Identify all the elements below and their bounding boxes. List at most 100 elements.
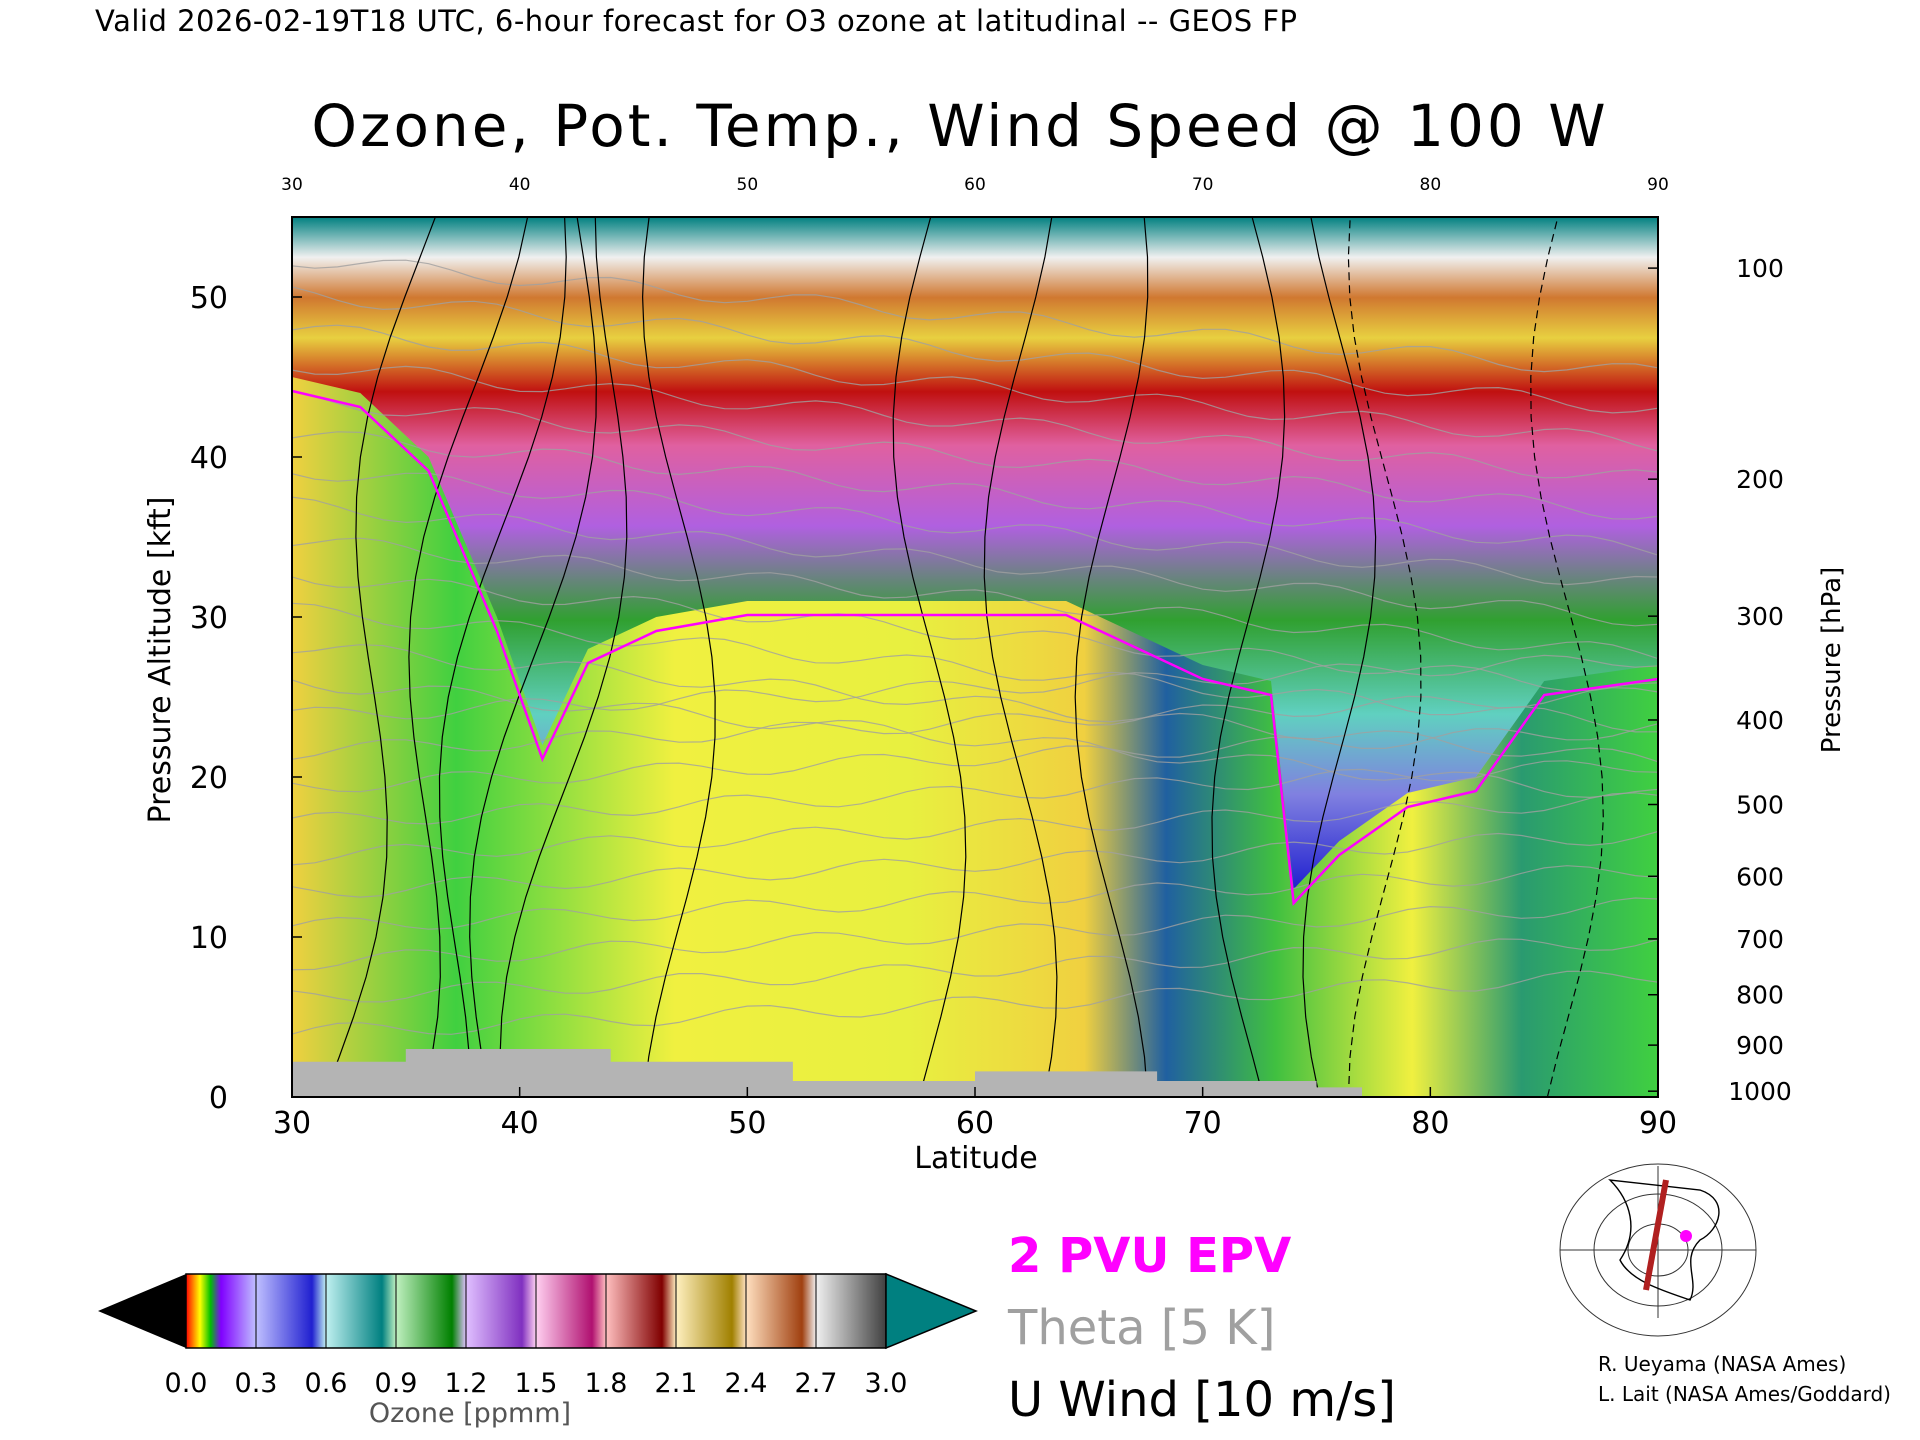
y-tick-label: 0 (209, 1081, 228, 1116)
locator-map (1559, 1163, 1757, 1337)
x-top-tick-label: 50 (737, 175, 759, 195)
theta-contour (292, 644, 1658, 763)
x-top-tick-label: 40 (509, 175, 531, 195)
theta-contour (292, 576, 1658, 692)
theta-contour (292, 760, 1658, 825)
plot-area (292, 217, 1658, 1097)
pressure-tick-label: 800 (1736, 981, 1784, 1010)
valid-time-header: Valid 2026-02-19T18 UTC, 6-hour forecast… (95, 4, 1298, 38)
theta-contour (292, 970, 1658, 1035)
colorbar-low-arrow (98, 1274, 186, 1348)
location-dot (1680, 1230, 1692, 1242)
colorbar-tick-label: 1.8 (585, 1368, 628, 1399)
x-top-tick-label: 90 (1647, 175, 1669, 195)
pressure-axis-label: Pressure [hPa] (1817, 567, 1847, 754)
theta-contour (292, 938, 1658, 1003)
theta-contour (292, 865, 1658, 930)
colorbar-tick-label: 1.5 (515, 1368, 558, 1399)
colorbar-tick-label: 0.9 (375, 1368, 418, 1399)
cross-section-line (1643, 1179, 1669, 1291)
x-axis-label: Latitude (914, 1141, 1037, 1176)
x-axis-top: 30 40 50 60 70 80 90 (281, 175, 1669, 195)
pressure-axis-right: 100 200 300 400 500 600 700 800 900 1000 (1648, 254, 1792, 1106)
pvu-2-line (292, 389, 1658, 906)
colorbar-high-arrow (885, 1272, 978, 1350)
u-wind-contour (1530, 217, 1604, 1097)
colorbar-tick-label: 0.6 (305, 1368, 348, 1399)
y-tick-label: 50 (190, 281, 228, 316)
theta-contour (292, 496, 1658, 627)
u-wind-contour (408, 217, 529, 1097)
pressure-tick-label: 700 (1736, 925, 1784, 954)
terrain (292, 1049, 1363, 1097)
u-wind-contour (641, 217, 716, 1097)
pressure-tick-label: 1000 (1728, 1077, 1792, 1106)
x-tick-label: 70 (1184, 1106, 1222, 1141)
x-tick-label: 90 (1639, 1106, 1677, 1141)
colorbar-tick-label: 1.2 (445, 1368, 488, 1399)
legend-pvu: 2 PVU EPV (1008, 1228, 1292, 1284)
theta-contour (292, 723, 1658, 793)
colorbar-label: Ozone [ppmm] (368, 1398, 572, 1429)
u-wind-contours (323, 217, 1604, 1097)
theta-contours (292, 259, 1658, 1035)
credit-line-1: R. Ueyama (NASA Ames) (1598, 1352, 1847, 1376)
x-top-tick-label: 30 (281, 175, 303, 195)
theta-contour (292, 537, 1658, 660)
x-top-tick-label: 60 (964, 175, 986, 195)
x-axis: 30 40 50 60 70 80 90 (273, 1087, 1677, 1141)
pressure-tick-label: 300 (1736, 602, 1784, 631)
colorbar-tick-label: 3.0 (865, 1368, 908, 1399)
u-wind-contour (1074, 217, 1149, 1097)
colorbar-tick-label: 2.4 (725, 1368, 768, 1399)
pressure-tick-label: 100 (1736, 254, 1784, 283)
x-top-tick-label: 70 (1192, 175, 1214, 195)
u-wind-contour (983, 217, 1058, 1097)
theta-contour (292, 679, 1658, 799)
u-wind-contour (499, 217, 628, 1097)
y-tick-label: 10 (190, 921, 228, 956)
colorbar-tick-label: 0.0 (165, 1368, 208, 1399)
y-tick-label: 20 (190, 761, 228, 796)
x-tick-label: 50 (728, 1106, 766, 1141)
u-wind-contour (1211, 217, 1286, 1097)
u-wind-contour (1302, 217, 1377, 1097)
pressure-tick-label: 200 (1736, 465, 1784, 494)
x-tick-label: 60 (956, 1106, 994, 1141)
colorbar-tick-label: 2.7 (795, 1368, 838, 1399)
theta-contour (292, 830, 1658, 898)
theta-contour (292, 687, 1658, 760)
theta-contour (292, 286, 1658, 414)
legend-theta: Theta [5 K] (1008, 1300, 1276, 1356)
chart-title: Ozone, Pot. Temp., Wind Speed @ 100 W (311, 92, 1609, 160)
theta-contour (292, 391, 1658, 520)
pressure-tick-label: 500 (1736, 791, 1784, 820)
colorbar-ticks: 0.0 0.3 0.6 0.9 1.2 1.5 1.8 2.1 2.4 2.7 3.0 (165, 1274, 908, 1399)
u-wind-contour (323, 217, 436, 1097)
colorbar-tick-label: 0.3 (235, 1368, 278, 1399)
x-tick-label: 80 (1411, 1106, 1449, 1141)
theta-contour (292, 472, 1658, 586)
u-wind-contour (892, 217, 967, 1097)
y-axis-label: Pressure Altitude [kft] (143, 497, 178, 824)
legend-uwind: U Wind [10 m/s] (1008, 1372, 1397, 1428)
x-tick-label: 30 (273, 1106, 311, 1141)
colorbar-tick-label: 2.1 (655, 1368, 698, 1399)
credit-line-2: L. Lait (NASA Ames/Goddard) (1598, 1382, 1891, 1406)
theta-contour (292, 431, 1658, 556)
u-wind-contour (469, 217, 597, 1097)
theta-contour (292, 324, 1658, 452)
ozone-colorbar: 0.0 0.3 0.6 0.9 1.2 1.5 1.8 2.1 2.4 2.7 3.0 (98, 1272, 978, 1399)
theta-contour (292, 259, 1658, 373)
theta-contour (292, 897, 1658, 971)
y-tick-label: 30 (190, 601, 228, 636)
x-tick-label: 40 (501, 1106, 539, 1141)
theta-contour (292, 602, 1658, 733)
pressure-tick-label: 400 (1736, 706, 1784, 735)
y-axis-left: 0 10 20 30 40 50 (190, 281, 302, 1116)
theta-contour (292, 365, 1658, 479)
pressure-tick-label: 600 (1736, 862, 1784, 891)
x-top-tick-label: 80 (1420, 175, 1442, 195)
y-tick-label: 40 (190, 441, 228, 476)
